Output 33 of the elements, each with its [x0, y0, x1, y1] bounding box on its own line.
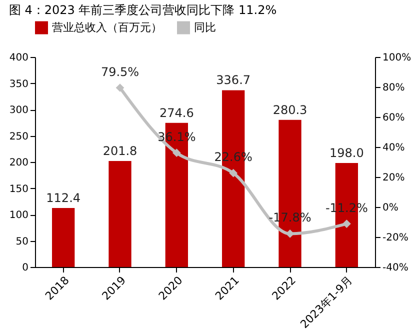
y-tick-label: 200 — [9, 158, 28, 168]
legend-label: 营业总收入（百万元） — [52, 20, 162, 34]
data-label: 201.8 — [102, 144, 138, 158]
y-tick-label: 0 — [22, 262, 28, 274]
y-tick-label: 250 — [9, 131, 28, 142]
point — [229, 168, 238, 178]
y2-tick-label: 80% — [382, 82, 405, 94]
bar — [108, 161, 132, 267]
data-label: 112.4 — [46, 190, 81, 205]
y-tick-label: 100 — [9, 210, 28, 221]
bar — [52, 208, 75, 267]
point — [342, 220, 351, 228]
y-tick-label: 50 — [16, 236, 28, 248]
y2-tick-label: 60% — [382, 112, 405, 124]
y-tick-label: 150 — [9, 184, 28, 195]
y2-tick-label: 20% — [382, 172, 405, 184]
data-label: 336.7 — [216, 73, 251, 88]
data-label: 198.0 — [329, 146, 364, 160]
y2-tick-label: -20% — [382, 232, 408, 244]
y2-tick-label: 40% — [382, 142, 405, 154]
point — [172, 148, 181, 158]
legend-label: 同比 — [194, 20, 216, 34]
chart-title: 图 4：2023 年前三季度公司营收同比下降 11.2% — [8, 3, 277, 17]
y-tick-label: 350 — [9, 78, 28, 90]
y2-tick-label: -40% — [382, 262, 408, 274]
y2-tick-label: 0% — [382, 202, 398, 214]
data-label: 274.6 — [159, 106, 194, 120]
point — [116, 84, 124, 92]
y2-tick-label: 100% — [382, 52, 412, 64]
y-tick-label: 400 — [9, 52, 28, 64]
data-label: 79.5% — [100, 64, 140, 79]
data-label: 280.3 — [272, 102, 308, 117]
y-tick-label: 300 — [9, 105, 28, 116]
